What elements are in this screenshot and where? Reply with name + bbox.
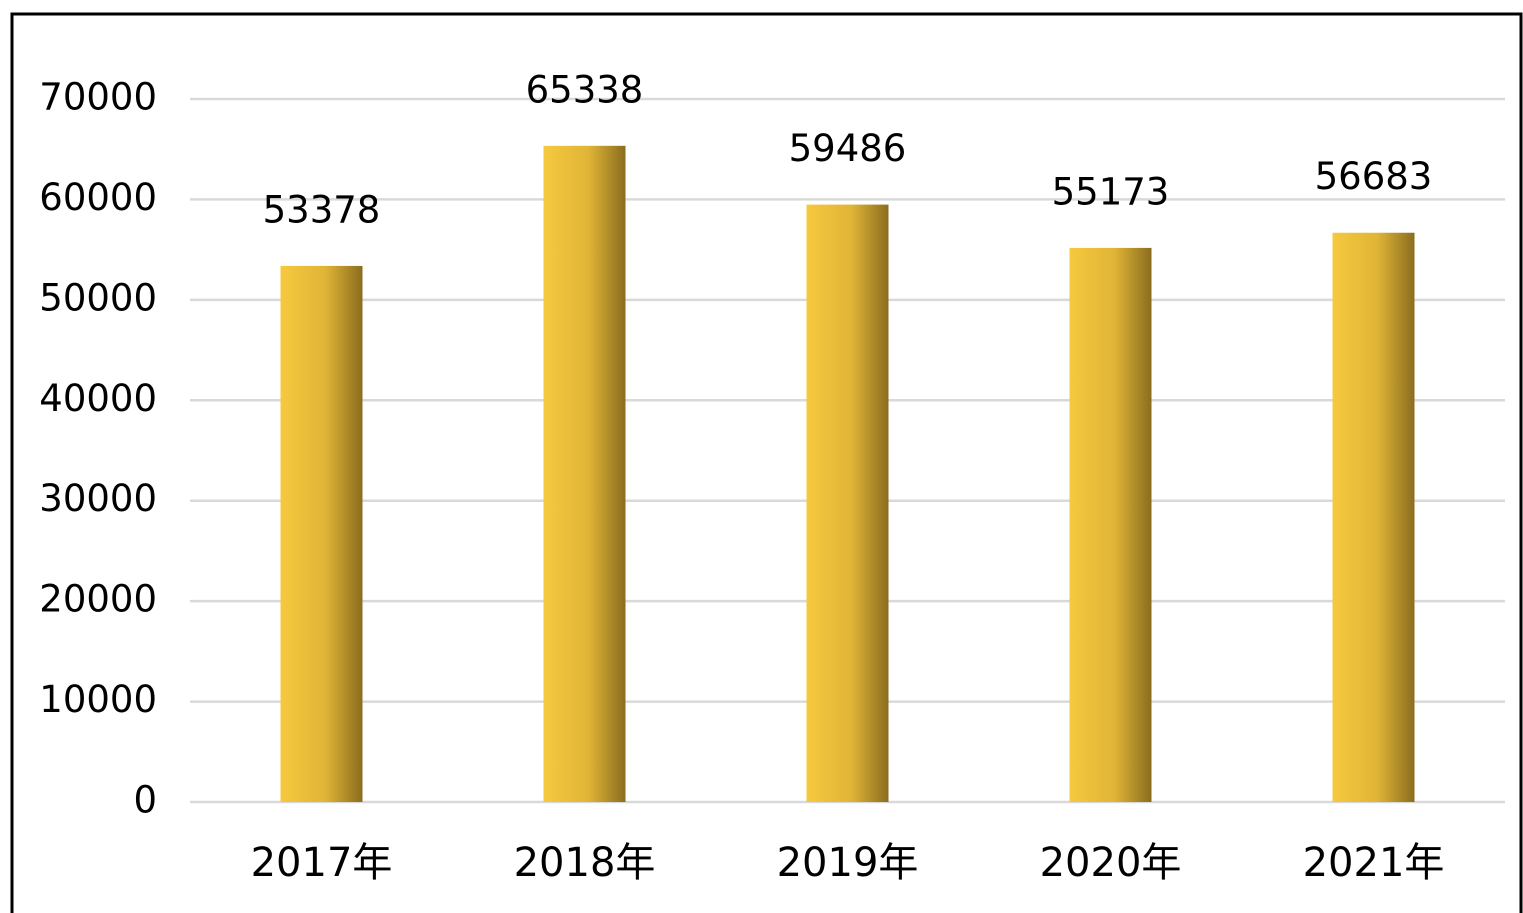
y-tick-label: 40000 xyxy=(39,377,157,420)
bar xyxy=(806,204,889,803)
data-label: 65338 xyxy=(526,68,644,111)
y-tick-label: 70000 xyxy=(39,76,157,119)
y-tick-label: 0 xyxy=(133,779,157,822)
y-tick-label: 20000 xyxy=(39,578,157,621)
bar xyxy=(1069,247,1152,802)
x-tick-label: 2017年 xyxy=(251,840,393,886)
data-label: 53378 xyxy=(263,188,381,231)
x-tick-label: 2019年 xyxy=(777,840,919,886)
data-label: 55173 xyxy=(1052,170,1170,213)
bar xyxy=(1332,232,1415,802)
y-tick-label: 60000 xyxy=(39,176,157,219)
data-label: 56683 xyxy=(1315,155,1433,198)
y-tick-label: 10000 xyxy=(39,678,157,721)
bar xyxy=(543,145,626,802)
marks: 53378 65338 59486 55173 56683 xyxy=(263,68,1433,803)
y-tick-label: 50000 xyxy=(39,276,157,319)
bar xyxy=(280,265,363,802)
x-tick-label: 2021年 xyxy=(1303,840,1445,886)
x-tick-label: 2018年 xyxy=(514,840,656,886)
frame xyxy=(10,12,1523,913)
y-tick-label: 30000 xyxy=(39,477,157,520)
x-tick-label: 2020年 xyxy=(1040,840,1182,886)
data-label: 59486 xyxy=(789,127,907,170)
